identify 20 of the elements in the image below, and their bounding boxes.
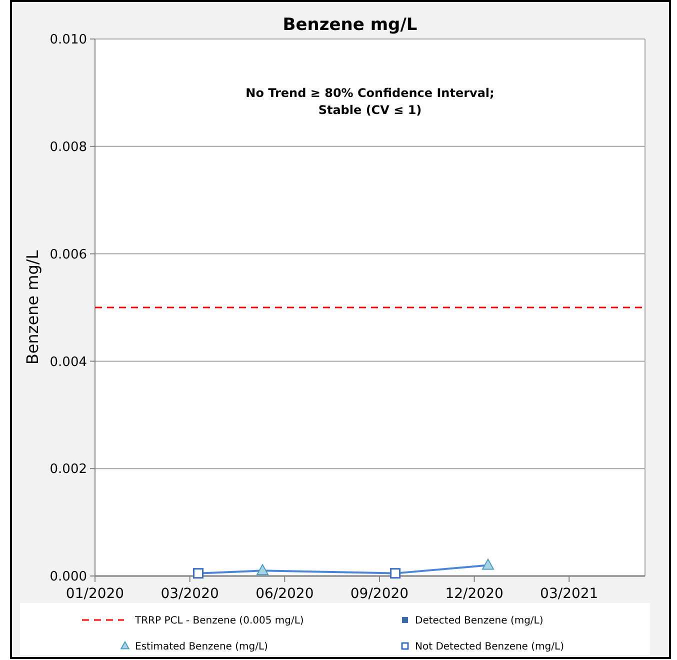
x-tick-label: 09/2020: [350, 586, 409, 602]
legend-label: TRRP PCL - Benzene (0.005 mg/L): [134, 616, 304, 626]
chart-title: Benzene mg/L: [282, 15, 418, 35]
x-tick-label: 03/2021: [540, 586, 598, 602]
y-tick-label: 0.000: [50, 570, 87, 585]
legend-label: Estimated Benzene (mg/L): [135, 642, 268, 652]
y-tick-label: 0.002: [50, 462, 87, 478]
y-tick-label: 0.006: [50, 247, 87, 262]
x-tick-label: 03/2020: [160, 586, 219, 602]
x-tick-label: 01/2020: [66, 586, 124, 602]
y-tick-label: 0.008: [50, 140, 87, 155]
annotation: No Trend ≥ 80% Confidence Interval;: [246, 86, 494, 100]
legend-label: Not Detected Benzene (mg/L): [415, 642, 564, 652]
x-tick-label: 12/2020: [445, 586, 504, 602]
legend-label: Detected Benzene (mg/L): [415, 616, 544, 626]
y-tick-label: 0.010: [50, 32, 87, 48]
annotation: Stable (CV ≤ 1): [318, 103, 422, 117]
x-tick-label: 06/2020: [256, 586, 314, 602]
y-tick-label: 0.004: [50, 354, 87, 370]
y-axis-title: Benzene mg/L: [23, 250, 42, 365]
